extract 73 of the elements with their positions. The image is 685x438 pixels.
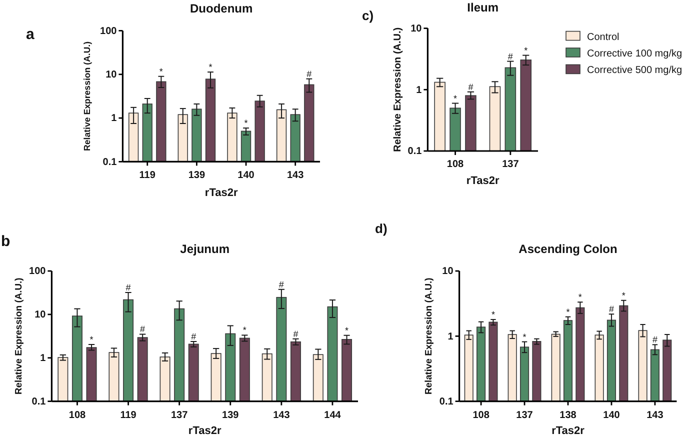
legend-label: Corrective 500 mg/kg [587,65,682,76]
y-tick-label: 1 [448,331,454,342]
chart-title: Ascending Colon [518,242,618,256]
x-tick-label: 139 [222,410,240,421]
data-label: * [454,93,458,104]
data-label: * [578,292,582,302]
x-axis-title: rTas2r [204,187,238,199]
data-label: # [468,82,474,92]
x-tick-label: 119 [120,410,137,421]
data-label: * [242,325,247,336]
data-label: # [140,324,146,334]
legend-label: Control [587,32,620,43]
data-label: * [566,306,570,317]
data-label: # [278,279,284,290]
x-tick-label: 138 [560,410,577,421]
y-tick-label: 10 [34,310,46,321]
data-label: # [293,328,298,339]
y-tick-label: 1 [40,353,46,364]
y-tick-label: 100 [29,266,46,278]
x-tick-label: 140 [238,170,255,181]
legend-label: Corrective 100 mg/kg [587,48,682,60]
y-axis-title: Relative Expression (A.U.) [392,27,404,152]
y-tick-label: 0.1 [102,156,118,168]
x-tick-label: 139 [188,170,206,181]
y-axis-title: Relative Expression (A.U.) [422,278,434,394]
data-label: # [508,51,513,62]
y-tick-label: 10 [106,70,118,81]
text: c) [362,8,374,23]
x-axis-title: rTas2r [552,425,586,437]
y-tick-label: 100 [100,26,118,37]
y-tick-label: 0.1 [32,396,46,408]
y-axis-title: Relative Expression (A.U.) [82,41,92,151]
chart-title: Jejunum [180,242,230,256]
data-label: * [345,325,350,336]
x-tick-label: 119 [139,170,156,181]
x-tick-label: 140 [603,410,620,421]
chart-title: Duodenum [190,2,253,16]
x-tick-label: 108 [472,410,490,421]
data-label: # [191,332,196,342]
data-label: * [524,45,528,56]
text: b [1,233,10,250]
x-axis-title: rTas2r [188,425,222,437]
x-tick-label: 137 [170,410,188,421]
x-tick-label: 143 [286,170,304,181]
data-label: * [622,290,626,300]
x-tick-label: 137 [502,159,520,170]
chart-title: Ileum [467,0,499,14]
x-axis-title: rTas2r [466,175,500,187]
y-tick-label: 10 [410,24,422,34]
data-label: * [522,332,527,342]
data-label: # [652,334,658,345]
data-label: # [306,68,312,79]
y-tick-label: 1 [416,84,422,96]
x-tick-label: 108 [446,159,464,170]
x-tick-label: 143 [273,410,290,421]
x-tick-label: 137 [516,410,534,421]
y-axis-title: Relative Expression (A.U.) [12,278,24,394]
text: d) [375,221,388,236]
data-label: * [244,118,248,128]
y-tick-label: 0.1 [439,396,454,408]
data-label: * [208,62,213,72]
data-label: # [608,304,614,314]
data-label: * [491,310,496,320]
x-tick-label: 108 [68,410,86,421]
y-tick-label: 1 [111,113,118,124]
data-label: # [126,282,131,292]
text: a [26,26,35,43]
y-tick-label: 10 [442,266,454,278]
y-tick-label: 0.1 [408,146,422,158]
x-tick-label: 143 [646,410,664,421]
data-label: * [90,334,94,345]
data-label: * [159,66,164,76]
x-tick-label: 144 [324,410,342,421]
